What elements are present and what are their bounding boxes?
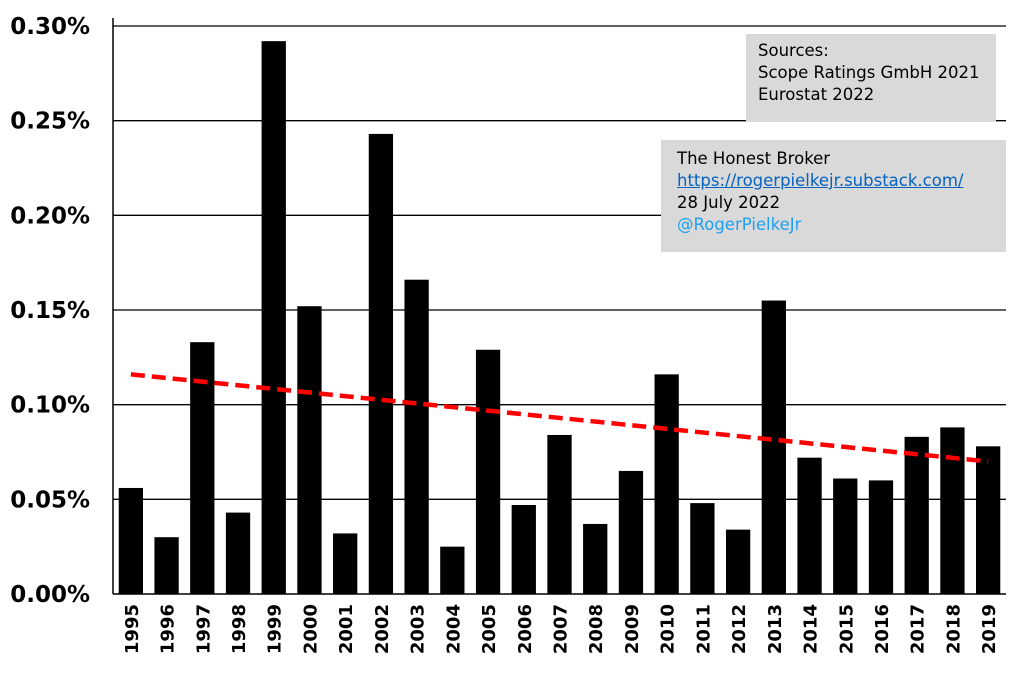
x-tick-label: 2004	[443, 604, 464, 654]
sources-heading: Sources:	[758, 41, 829, 60]
y-tick-label: 0.15%	[10, 298, 90, 324]
bar	[797, 457, 822, 594]
x-tick-labels: 1995 1996 1997 1998 1999 2000 2001 2002 2003 2004…	[122, 604, 1000, 654]
x-tick-label: 2007	[551, 604, 572, 654]
x-tick-label: 2001	[336, 604, 357, 654]
x-tick-label: 2017	[908, 604, 929, 654]
x-tick-label: 1997	[193, 604, 214, 654]
trend-line	[130, 372, 989, 464]
y-tick-label: 0.05%	[10, 487, 90, 513]
bar	[690, 503, 715, 594]
bar	[940, 427, 965, 594]
bar	[154, 537, 179, 594]
bar	[404, 279, 429, 594]
x-tick-label: 2003	[408, 604, 429, 654]
x-tick-label: 2016	[872, 604, 893, 654]
bar	[547, 434, 572, 594]
x-tick-label: 2002	[372, 604, 393, 654]
credit-url-link[interactable]: https://rogerpielkejr.substack.com/	[677, 171, 964, 190]
x-tick-label: 1999	[265, 604, 286, 654]
bar	[975, 446, 1001, 594]
x-tick-label: 1995	[122, 604, 143, 654]
y-tick-label: 0.25%	[10, 109, 90, 135]
bar	[261, 41, 286, 594]
credit-handle: @RogerPielkeJr	[677, 215, 802, 234]
credit-box: The Honest Broker https://rogerpielkejr.…	[661, 140, 1006, 252]
x-tick-label: 2018	[943, 604, 964, 654]
bar	[583, 523, 608, 594]
bar	[333, 533, 358, 594]
trendline	[130, 372, 989, 464]
x-tick-label: 2005	[479, 604, 500, 654]
y-tick-label: 0.10%	[10, 393, 90, 419]
x-tick-label: 2012	[729, 604, 750, 654]
x-tick-label: 2019	[979, 604, 1000, 654]
bar	[761, 300, 786, 594]
bar	[475, 349, 501, 594]
bar	[225, 512, 251, 594]
x-tick-label: 1996	[158, 604, 179, 654]
x-tick-label: 2013	[765, 604, 786, 654]
bar	[440, 546, 465, 594]
y-tick-label: 0.00%	[10, 582, 90, 608]
bar	[368, 133, 394, 595]
x-tick-label: 2009	[622, 604, 643, 654]
bars	[118, 41, 1001, 595]
x-tick-label: 1998	[229, 604, 250, 654]
x-tick-label: 2006	[515, 604, 536, 654]
x-tick-label: 2010	[658, 604, 679, 654]
x-tick-label: 2008	[586, 604, 607, 654]
bar	[297, 306, 322, 594]
axes	[112, 18, 1006, 595]
credit-name: The Honest Broker	[677, 149, 831, 168]
x-tick-label: 2014	[801, 604, 822, 654]
bar	[618, 470, 644, 594]
sources-box: Sources: Scope Ratings GmbH 2021 Eurosta…	[746, 34, 996, 122]
y-tick-labels: 0.00% 0.05% 0.10% 0.15% 0.20% 0.25% 0.30%	[10, 14, 90, 608]
y-tick-label: 0.30%	[10, 14, 90, 40]
source-scope-ratings: Scope Ratings GmbH 2021	[758, 63, 980, 82]
y-tick-label: 0.20%	[10, 203, 90, 229]
bar	[904, 436, 929, 594]
x-tick-label: 2015	[836, 604, 857, 654]
bar	[118, 487, 144, 594]
source-eurostat: Eurostat 2022	[758, 85, 875, 104]
x-tick-label: 2011	[693, 604, 714, 654]
bar	[725, 529, 751, 594]
bar	[654, 374, 679, 594]
bar	[190, 342, 215, 594]
bar	[511, 505, 536, 594]
credit-date: 28 July 2022	[677, 193, 781, 212]
bar	[833, 478, 858, 594]
bar	[868, 480, 894, 594]
x-tick-label: 2000	[300, 604, 321, 654]
